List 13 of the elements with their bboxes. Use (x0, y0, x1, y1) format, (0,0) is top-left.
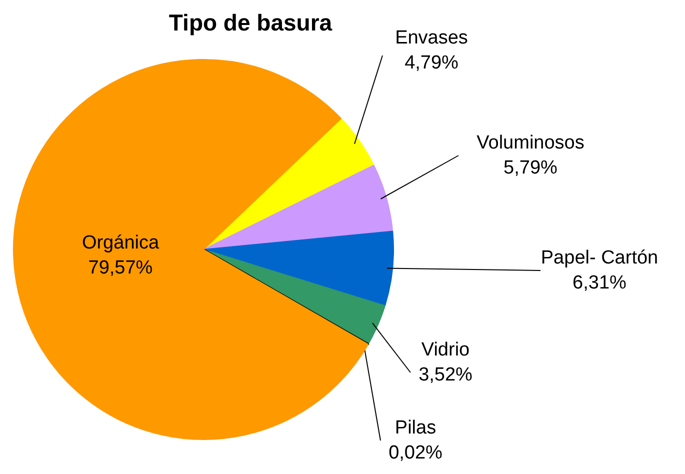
slice-label: Envases (395, 27, 468, 48)
slice-label: Voluminosos (476, 132, 584, 154)
slice-label: Orgánica (82, 232, 160, 254)
data-label: 4,79% (404, 52, 459, 74)
data-label: 3,52% (418, 364, 473, 386)
slice-label: Papel- Cartón (540, 247, 658, 268)
chart-title: Tipo de basura (168, 10, 332, 36)
slice-label: Vidrio (421, 339, 470, 360)
slice-label: Pilas (394, 417, 436, 438)
data-label: 6,31% (572, 272, 627, 294)
data-label: 79,57% (88, 258, 153, 279)
data-label: 5,79% (504, 158, 558, 179)
data-label: 0,02% (388, 442, 443, 464)
